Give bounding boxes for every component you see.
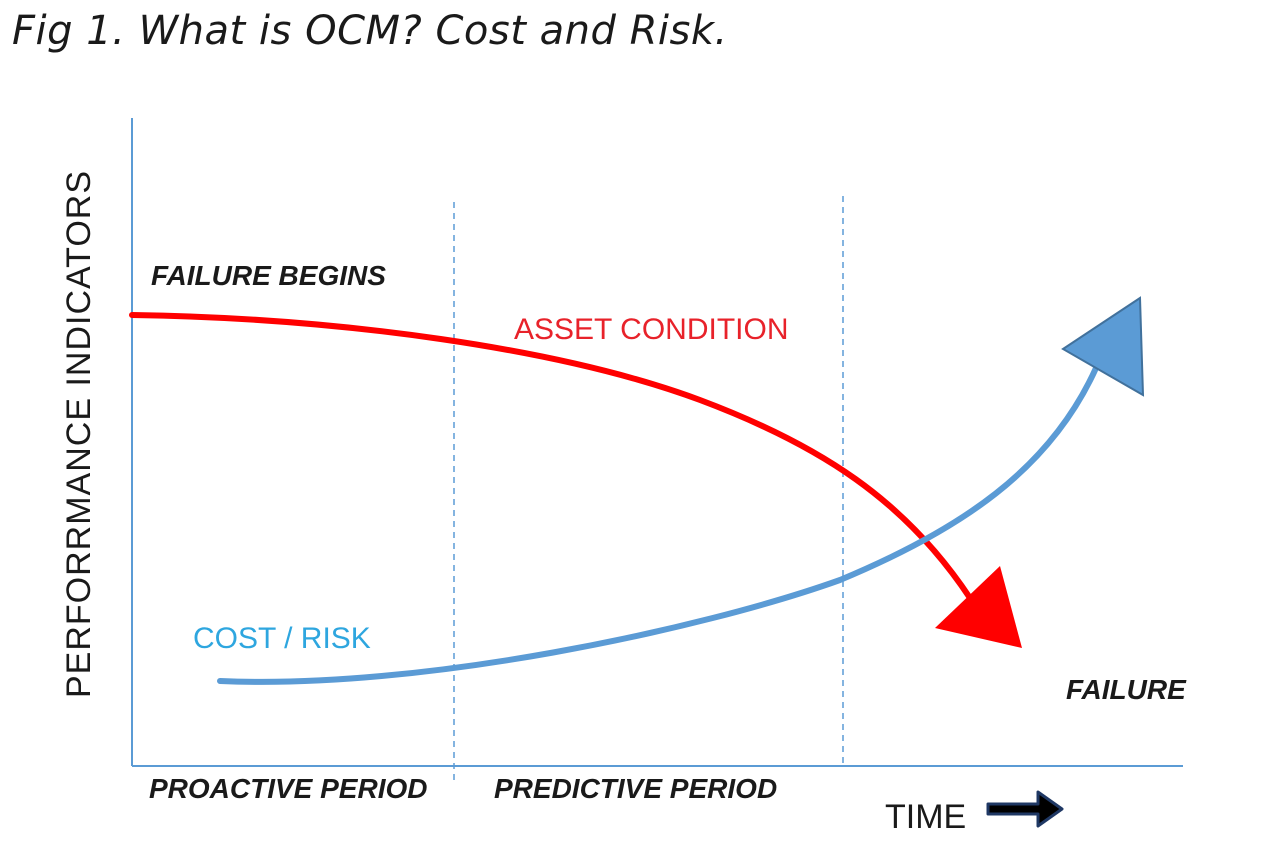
cost-risk-curve [217, 365, 1099, 685]
asset-condition-arrowhead [935, 566, 1022, 648]
cost-risk-arrowhead [1061, 296, 1145, 397]
asset-condition-label: ASSET CONDITION [514, 313, 788, 346]
asset-condition-curve [129, 312, 973, 601]
y-axis-label: PERFORRMANCE INDICATORS [60, 170, 98, 698]
proactive-period-label: PROACTIVE PERIOD [149, 773, 427, 804]
cost-risk-label: COST / RISK [193, 622, 371, 655]
predictive-period-label: PREDICTIVE PERIOD [494, 773, 777, 804]
failure-begins-label: FAILURE BEGINS [151, 260, 386, 291]
time-label: TIME [885, 798, 966, 836]
failure-label: FAILURE [1066, 674, 1187, 705]
figure-title: Fig 1. What is OCM? Cost and Risk. [12, 8, 728, 54]
time-arrow-icon [986, 790, 1064, 828]
